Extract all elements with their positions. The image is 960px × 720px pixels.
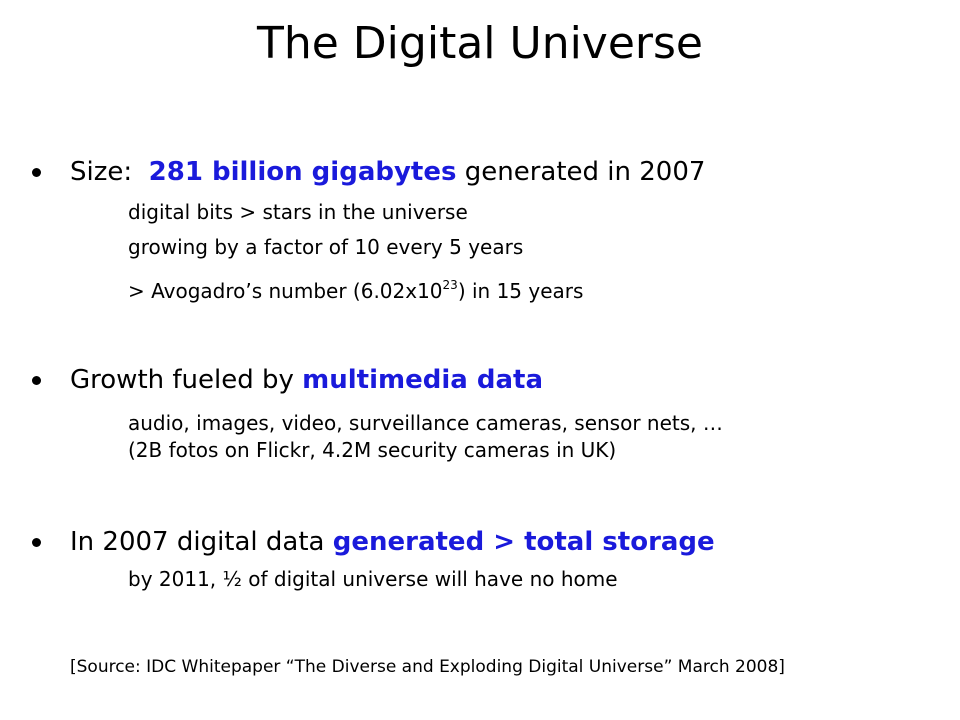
text-run: growing by a factor of 10 every 5 years xyxy=(128,235,524,259)
text-run: Growth fueled by xyxy=(70,365,303,395)
text-run: audio, images, video, surveillance camer… xyxy=(128,411,723,435)
text-run: Size: xyxy=(70,157,149,187)
text-run: generated in 2007 xyxy=(456,157,706,187)
text-run: generated > total storage xyxy=(332,527,715,557)
text-run: by 2011, ½ of digital universe will have… xyxy=(128,567,618,591)
bullet-text: Size: 281 billion gigabytes generated in… xyxy=(70,155,705,189)
bullet-marker xyxy=(32,168,41,177)
slide-title: The Digital Universe xyxy=(256,18,703,69)
sub-bullet-text: digital bits > stars in the universe xyxy=(128,199,468,225)
sub-bullet-text: > Avogadro’s number (6.02x1023) in 15 ye… xyxy=(128,272,583,304)
sub-bullet-text: audio, images, video, surveillance camer… xyxy=(128,410,723,436)
bullet-text: In 2007 digital data generated > total s… xyxy=(70,525,715,559)
text-run: 281 billion gigabytes xyxy=(148,157,457,187)
sub-bullet-text: growing by a factor of 10 every 5 years xyxy=(128,234,523,260)
text-run: digital bits > stars in the universe xyxy=(128,200,468,224)
text-run: In 2007 digital data xyxy=(70,527,333,557)
sub-bullet-text: (2B fotos on Flickr, 4.2M security camer… xyxy=(128,437,616,463)
source-note: [Source: IDC Whitepaper “The Diverse and… xyxy=(70,657,785,677)
bullet-text: Growth fueled by multimedia data xyxy=(70,363,543,397)
text-run: 23 xyxy=(442,278,458,292)
text-run: multimedia data xyxy=(302,365,543,395)
text-run: > Avogadro’s number (6.02x10 xyxy=(128,279,443,303)
text-run: (2B fotos on Flickr, 4.2M security camer… xyxy=(128,438,617,462)
sub-bullet-text: by 2011, ½ of digital universe will have… xyxy=(128,566,618,592)
bullet-marker xyxy=(32,376,41,385)
bullet-marker xyxy=(32,538,41,547)
text-run: ) in 15 years xyxy=(457,279,584,303)
